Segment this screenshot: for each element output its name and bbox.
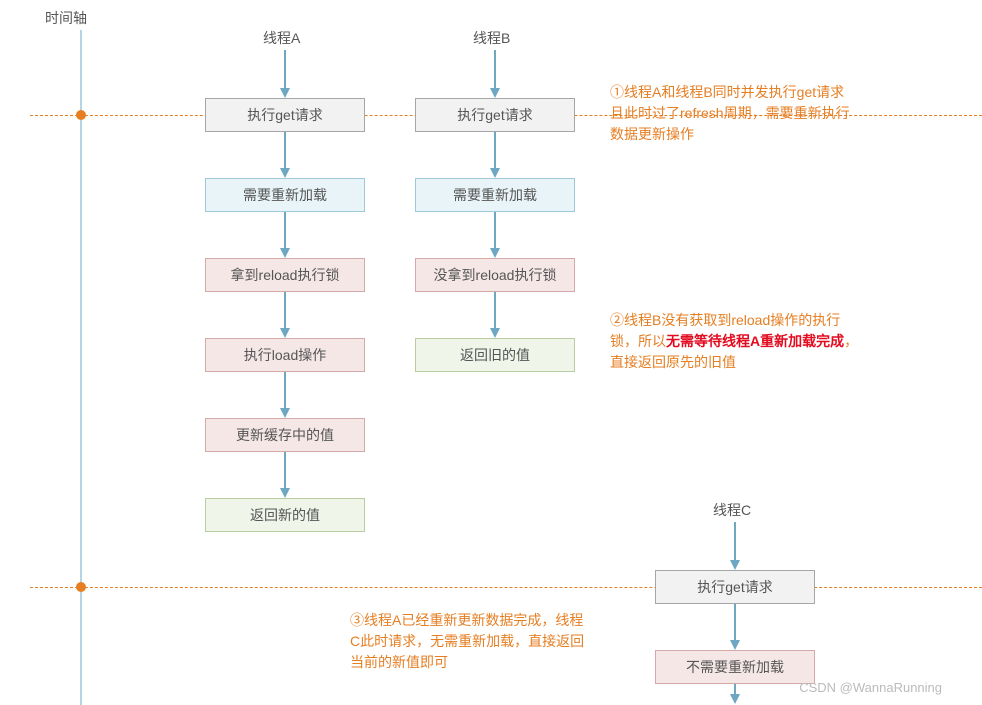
flow-node: 返回旧的值: [415, 338, 575, 372]
thread-label: 线程A: [263, 28, 300, 48]
timeline-event-line: [30, 587, 982, 588]
flow-node: 更新缓存中的值: [205, 418, 365, 452]
flow-node: 需要重新加载: [415, 178, 575, 212]
timeline-label: 时间轴: [45, 8, 87, 28]
diagram-canvas: 时间轴线程A 执行get请求 需要重新加载 拿到reload执行锁 执行load…: [0, 0, 982, 705]
flow-node: 执行get请求: [415, 98, 575, 132]
thread-label: 线程C: [713, 500, 751, 520]
flow-node: 没拿到reload执行锁: [415, 258, 575, 292]
flow-node: 执行load操作: [205, 338, 365, 372]
thread-label: 线程B: [473, 28, 510, 48]
annotation: ①线程A和线程B同时并发执行get请求且此时过了refresh周期，需要重新执行…: [610, 82, 850, 145]
flow-node: 拿到reload执行锁: [205, 258, 365, 292]
flow-node: 执行get请求: [205, 98, 365, 132]
annotation: ③线程A已经重新更新数据完成，线程C此时请求，无需重新加载，直接返回当前的新值即…: [350, 610, 590, 673]
flow-node: 不需要重新加载: [655, 650, 815, 684]
annotation: ②线程B没有获取到reload操作的执行锁，所以无需等待线程A重新加载完成，直接…: [610, 310, 860, 373]
watermark: CSDN @WannaRunning: [799, 680, 942, 695]
flow-node: 需要重新加载: [205, 178, 365, 212]
flow-node: 返回新的值: [205, 498, 365, 532]
timeline-axis: [80, 30, 82, 705]
flow-node: 执行get请求: [655, 570, 815, 604]
